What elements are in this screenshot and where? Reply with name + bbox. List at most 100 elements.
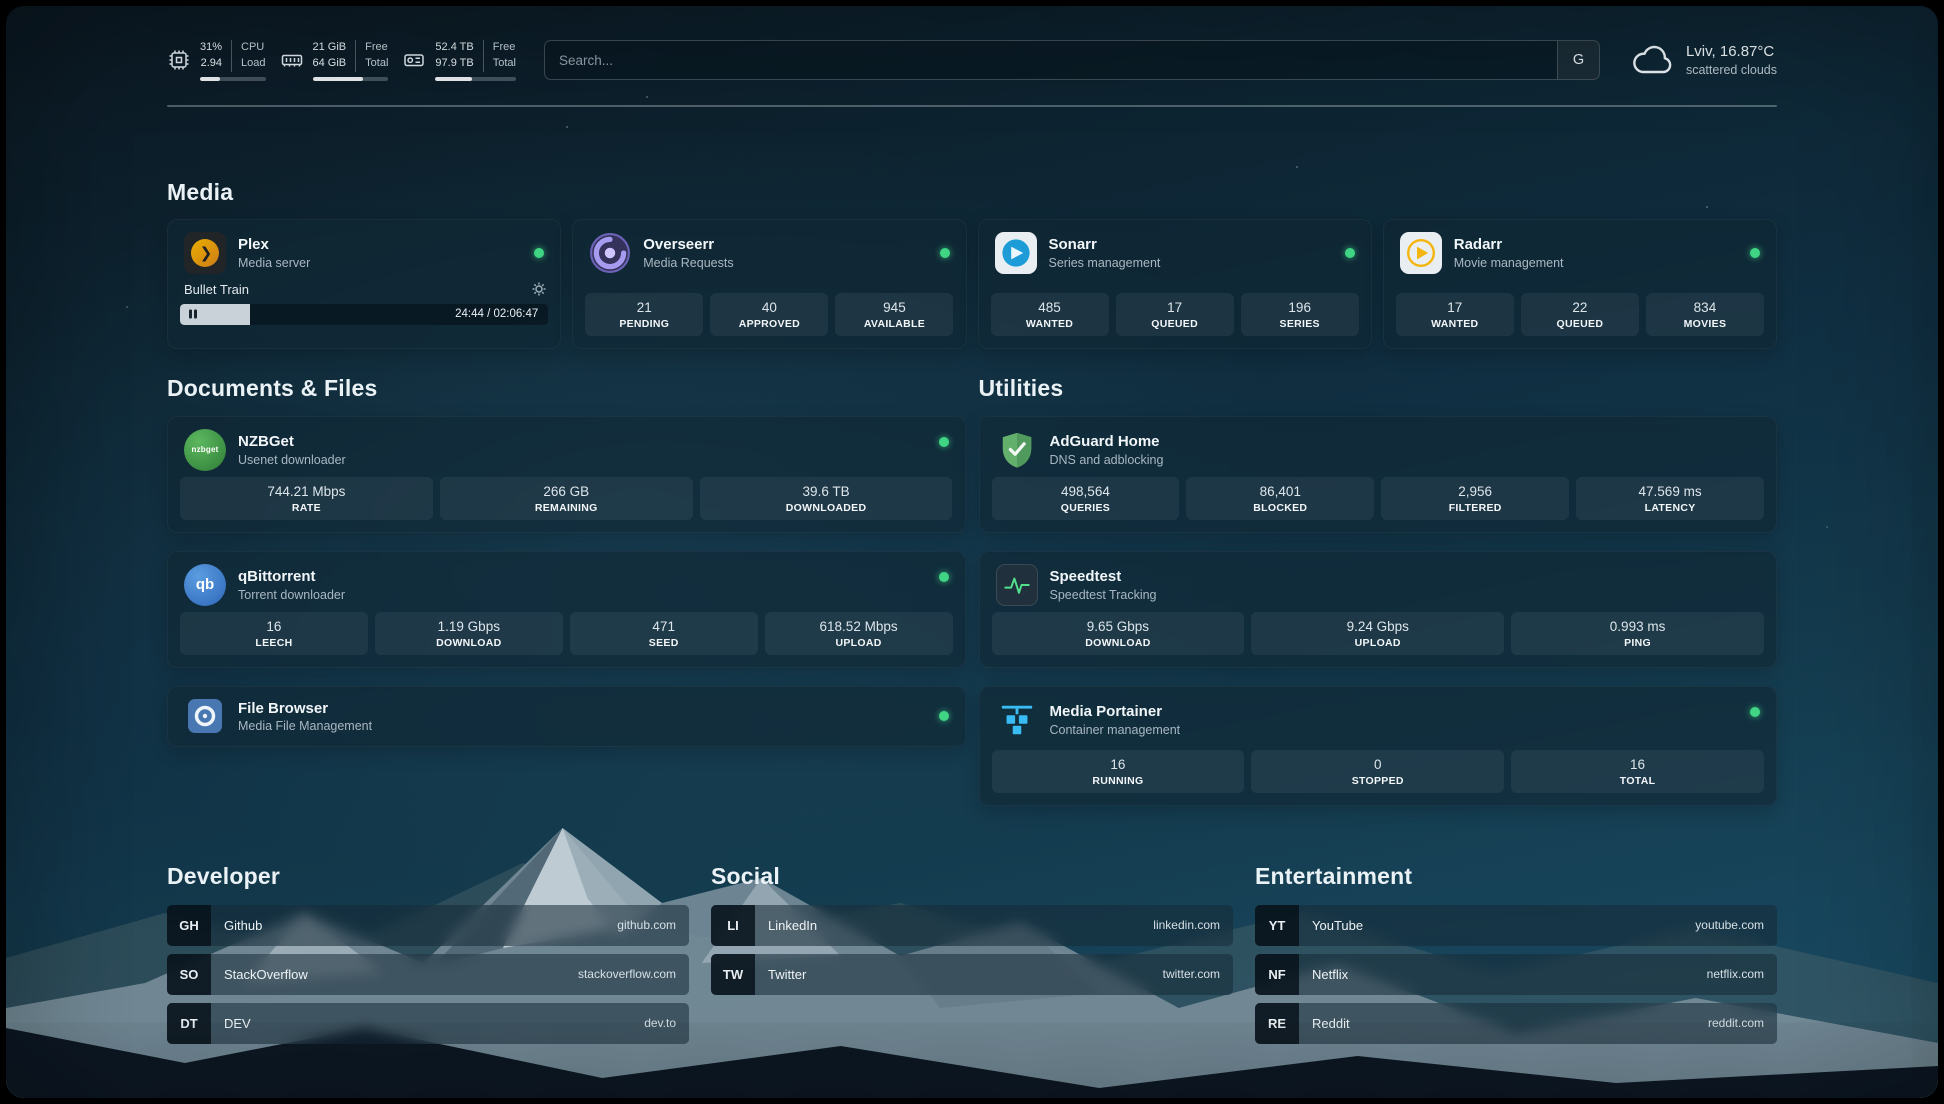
bookmark-link[interactable]: LI LinkedIn linkedin.com [711,904,1233,946]
pause-icon[interactable] [189,309,197,319]
plex-card[interactable]: ❯ Plex Media server Bullet Train [167,218,562,349]
stat-tile: 86,401 BLOCKED [1186,476,1375,520]
bookmark-list-developer: GH Github github.com SO StackOverflow stackov… [167,904,689,1044]
bookmark-url: github.com [617,918,676,933]
bookmark-link[interactable]: SO StackOverflow stackoverflow.com [167,953,689,995]
stats-row: 744.21 Mbps RATE 266 GB REMAINING 39.6 TB DOW… [168,476,965,532]
disk-free-value: 52.4 TB [435,41,474,53]
stat-tile: 1.19 Gbps DOWNLOAD [374,611,563,655]
section-developer: Developer GH Github github.com SO StackOverf… [167,863,689,1052]
app-subtitle: Series management [1048,255,1161,270]
stat-value: 47.569 ms [1638,483,1702,499]
app-name: Radarr [1453,236,1503,253]
app-name: Plex [238,236,269,253]
weather-widget[interactable]: Lviv, 16.87°C scattered clouds [1632,42,1777,79]
disk-free-label: Free [492,41,516,53]
stat-tile: 945 AVAILABLE [835,292,954,336]
stat-value: 196 [1288,299,1311,315]
disk-usage-bar [435,76,516,81]
section-media: Media ❯ Plex Media server Bullet [167,179,1777,349]
qbittorrent-card[interactable]: qb qBittorrent Torrent downloader 16 LEEC… [167,550,966,668]
cpu-load-label: Load [241,56,266,69]
stat-value: 945 [883,299,906,315]
gear-icon[interactable] [532,282,546,296]
bookmark-label: Netflix [1312,966,1349,982]
disk-total-label: Total [492,56,516,69]
cpu-icon [169,50,189,70]
stat-label: SERIES [1279,317,1320,330]
stat-tile: 196 SERIES [1240,292,1359,336]
cpu-stat: 31% 2.94 CPU Load [167,40,266,81]
sonarr-card[interactable]: Sonarr Series management 485 WANTED 17 QUEU… [977,218,1372,349]
stat-tile: 17 QUEUED [1115,292,1234,336]
bookmark-link[interactable]: TW Twitter twitter.com [711,953,1233,995]
bookmark-link[interactable]: GH Github github.com [167,904,689,946]
nzbget-card[interactable]: nzbget NZBGet Usenet downloader 744.21 M… [167,415,966,533]
search-engine-button[interactable]: G [1556,41,1599,80]
app-name: Media Portainer [1049,703,1163,720]
section-documents: Documents & Files nzbget NZBGet Usenet d… [167,375,966,806]
radarr-card[interactable]: Radarr Movie management 17 WANTED 22 QUEUED… [1382,218,1777,349]
stat-label: QUEUED [1556,317,1604,330]
stat-label: BLOCKED [1253,501,1308,514]
stat-tile: 266 GB REMAINING [439,476,693,520]
bookmark-abbr-icon: LI [711,904,755,946]
stat-value: 498,564 [1061,483,1110,499]
stat-value: 22 [1572,299,1588,315]
stat-label: TOTAL [1619,774,1656,787]
bookmark-label: Github [224,917,263,933]
stat-tile: 9.24 Gbps UPLOAD [1251,611,1505,655]
speedtest-card[interactable]: Speedtest Speedtest Tracking 9.65 Gbps DO… [978,550,1777,668]
plex-icon: ❯ [184,231,226,274]
filebrowser-card[interactable]: File Browser Media File Management [167,685,966,747]
portainer-card[interactable]: Media Portainer Container management 16 R… [978,685,1777,806]
cpu-percent: 31% [200,41,223,53]
bookmark-link[interactable]: RE Reddit reddit.com [1255,1002,1777,1044]
ram-total-value: 64 GiB [312,56,347,69]
stat-value: 40 [761,299,777,315]
search-input[interactable] [544,41,1557,80]
bookmark-label: StackOverflow [224,966,308,982]
portainer-icon [996,699,1038,741]
bookmark-link[interactable]: DT DEV dev.to [167,1002,689,1044]
stat-label: RATE [291,501,321,514]
playback-progress-bar[interactable]: 24:44 / 02:06:47 [180,303,549,325]
stat-value: 485 [1038,299,1061,315]
app-name: Sonarr [1048,236,1097,253]
app-subtitle: Media server [238,255,311,270]
stat-value: 17 [1167,299,1183,315]
dashboard-screen: 31% 2.94 CPU Load [6,6,1938,1098]
stat-value: 16 [1630,756,1646,772]
stat-tile: 22 QUEUED [1520,292,1639,336]
stat-label: MOVIES [1683,317,1727,330]
ram-icon [281,55,302,67]
stat-value: 16 [1110,756,1126,772]
stat-value: 17 [1447,299,1463,315]
nzbget-icon: nzbget [184,428,226,471]
bookmark-label: LinkedIn [768,917,818,933]
overseerr-card[interactable]: Overseerr Media Requests 21 PENDING 40 APPR… [572,218,967,349]
stat-tile: 618.52 Mbps UPLOAD [764,611,953,655]
bookmark-link[interactable]: NF Netflix netflix.com [1255,953,1777,995]
stat-value: 1.19 Gbps [437,618,500,634]
stat-tile: 21 PENDING [585,292,704,336]
stat-value: 9.65 Gbps [1086,618,1150,634]
search-bar: G [543,40,1600,81]
stat-value: 16 [266,618,282,634]
adguard-card[interactable]: AdGuard Home DNS and adblocking 498,564 Q… [978,415,1777,533]
stat-tile: 0.993 ms PING [1511,611,1764,655]
stat-label: REMAINING [534,501,598,514]
status-online-dot [1750,706,1760,717]
stat-value: 86,401 [1259,483,1301,499]
stat-value: 39.6 TB [802,483,850,499]
stat-tile: 744.21 Mbps RATE [180,476,433,520]
bookmark-abbr-icon: YT [1255,904,1299,946]
bookmark-abbr-icon: TW [711,953,755,995]
stat-tile: 834 MOVIES [1645,292,1764,336]
stat-tile: 16 LEECH [180,611,368,655]
app-subtitle: Media File Management [238,719,373,733]
bookmark-label: Twitter [768,966,807,982]
bookmark-link[interactable]: YT YouTube youtube.com [1255,904,1777,946]
filebrowser-icon [184,695,226,737]
bookmark-abbr-icon: RE [1255,1002,1299,1044]
